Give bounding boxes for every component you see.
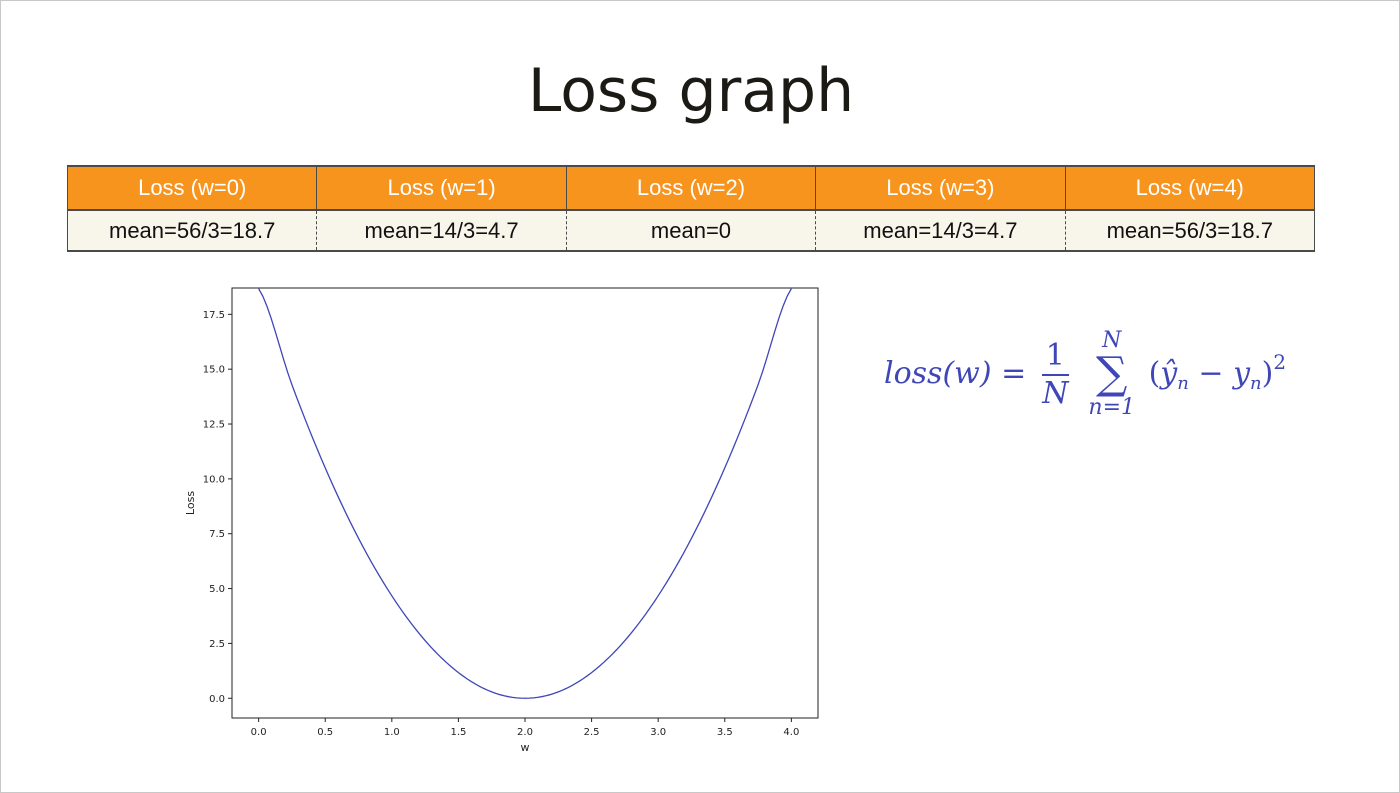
x-tick-label: 1.0 <box>384 727 400 738</box>
sum-symbol: ∑ <box>1096 348 1128 399</box>
x-tick-label: 4.0 <box>783 727 799 738</box>
y-tick-label: 15.0 <box>203 365 225 376</box>
y-axis-label: Loss <box>184 491 197 515</box>
loss-header-cell: Loss (w=4) <box>1064 165 1316 211</box>
x-tick-label: 0.0 <box>251 727 267 738</box>
loss-chart: 0.0 0.5 1.0 1.5 2.0 2.5 3.0 3.5 4.0 0.0 2.5 5.0 7.5… <box>184 287 819 754</box>
x-axis: 0.0 0.5 1.0 1.5 2.0 2.5 3.0 3.5 4.0 <box>251 718 799 738</box>
x-tick-label: 3.5 <box>717 727 733 738</box>
loss-value-cell: mean=0 <box>566 210 817 252</box>
formula-yhat: ŷ <box>1160 356 1178 391</box>
loss-value-cell: mean=14/3=4.7 <box>316 210 567 252</box>
y-tick-label: 2.5 <box>209 639 225 650</box>
x-axis-label: w <box>521 741 530 754</box>
formula-lhs: loss(w) = <box>884 356 1027 391</box>
y-axis: 0.0 2.5 5.0 7.5 10.0 12.5 15.0 17.5 <box>203 310 232 705</box>
loss-value-cell: mean=56/3=18.7 <box>66 210 318 252</box>
loss-header-cell: Loss (w=0) <box>66 165 318 211</box>
y-tick-label: 10.0 <box>203 474 225 485</box>
formula-paren-close: ) <box>1261 356 1274 391</box>
slide-title: Loss graph <box>527 56 855 126</box>
loss-header-cell: Loss (w=1) <box>316 165 567 211</box>
sum-lower-limit: n=1 <box>1088 395 1136 420</box>
x-tick-label: 2.5 <box>584 727 600 738</box>
loss-table-value-row: mean=56/3=18.7 mean=14/3=4.7 mean=0 mean… <box>66 210 1316 252</box>
formula-fraction: 1 N <box>1041 338 1069 412</box>
formula-numerator: 1 <box>1041 338 1069 376</box>
formula-y-sub: n <box>1250 373 1262 394</box>
formula-y: y <box>1233 356 1251 391</box>
formula-yhat-sub: n <box>1177 373 1189 394</box>
x-tick-label: 1.5 <box>450 727 466 738</box>
loss-formula: loss(w) = 1 N N ∑ n=1 (ŷn − yn)2 <box>884 330 1286 420</box>
y-tick-label: 7.5 <box>209 529 225 540</box>
y-tick-label: 0.0 <box>209 694 225 705</box>
plot-frame <box>231 287 819 719</box>
y-tick-label: 12.5 <box>203 420 225 431</box>
loss-header-cell: Loss (w=2) <box>565 165 817 211</box>
x-tick-label: 2.0 <box>517 727 533 738</box>
loss-value-cell: mean=56/3=18.7 <box>1065 210 1316 252</box>
x-tick-label: 3.0 <box>650 727 666 738</box>
formula-paren-open: ( <box>1148 356 1161 391</box>
formula-power: 2 <box>1273 350 1287 374</box>
formula-summation: N ∑ n=1 <box>1088 330 1135 420</box>
loss-table-header-row: Loss (w=0) Loss (w=1) Loss (w=2) Loss (w… <box>66 165 1316 211</box>
loss-table: Loss (w=0) Loss (w=1) Loss (w=2) Loss (w… <box>66 165 1316 252</box>
loss-curve <box>258 288 792 699</box>
loss-header-cell: Loss (w=3) <box>815 165 1066 211</box>
x-tick-label: 0.5 <box>317 727 333 738</box>
y-tick-label: 17.5 <box>203 310 225 321</box>
y-tick-label: 5.0 <box>209 584 225 595</box>
formula-minus: − <box>1198 356 1224 391</box>
formula-denominator: N <box>1042 376 1069 411</box>
sum-upper-limit: N <box>1102 328 1122 353</box>
loss-value-cell: mean=14/3=4.7 <box>815 210 1066 252</box>
